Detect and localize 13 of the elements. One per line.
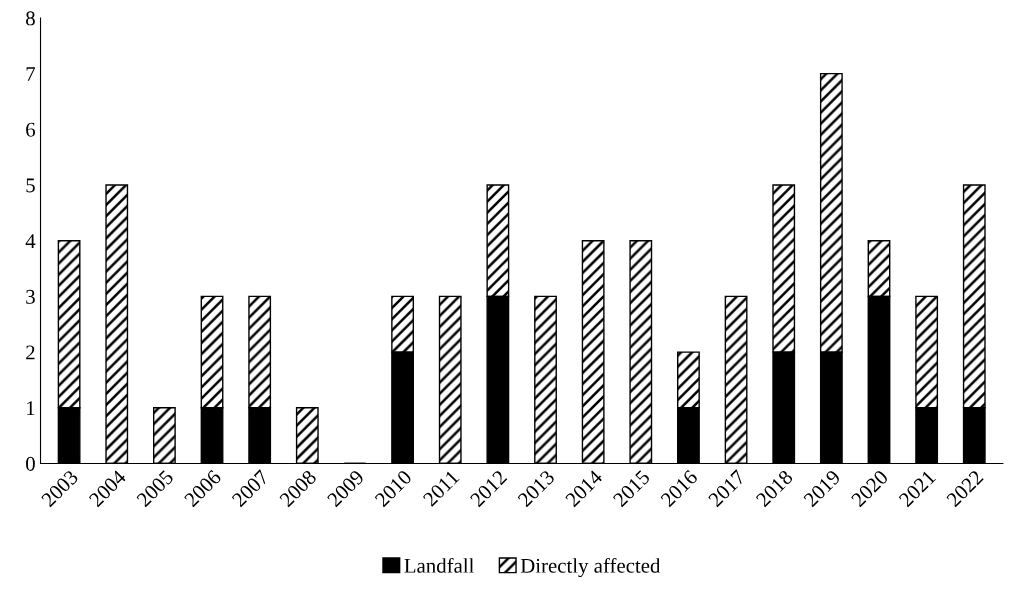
y-tick-label: 8 [26, 11, 35, 26]
y-tick-label: 4 [25, 234, 36, 248]
legend-label: Landfall [404, 557, 474, 573]
y-tick-label: 5 [26, 178, 35, 193]
y-tick-label: 1 [27, 401, 35, 415]
y-tick-label: 6 [26, 122, 36, 137]
y-tick-label: 7 [26, 67, 36, 81]
y-tick-label: 0 [26, 456, 35, 471]
legend-label: Directly affected [520, 557, 661, 578]
y-tick-label: 3 [26, 289, 35, 304]
y-tick-label: 2 [26, 345, 35, 360]
x-tick-label: 2021 [898, 469, 937, 508]
x-tick-label: 2011 [422, 469, 460, 507]
